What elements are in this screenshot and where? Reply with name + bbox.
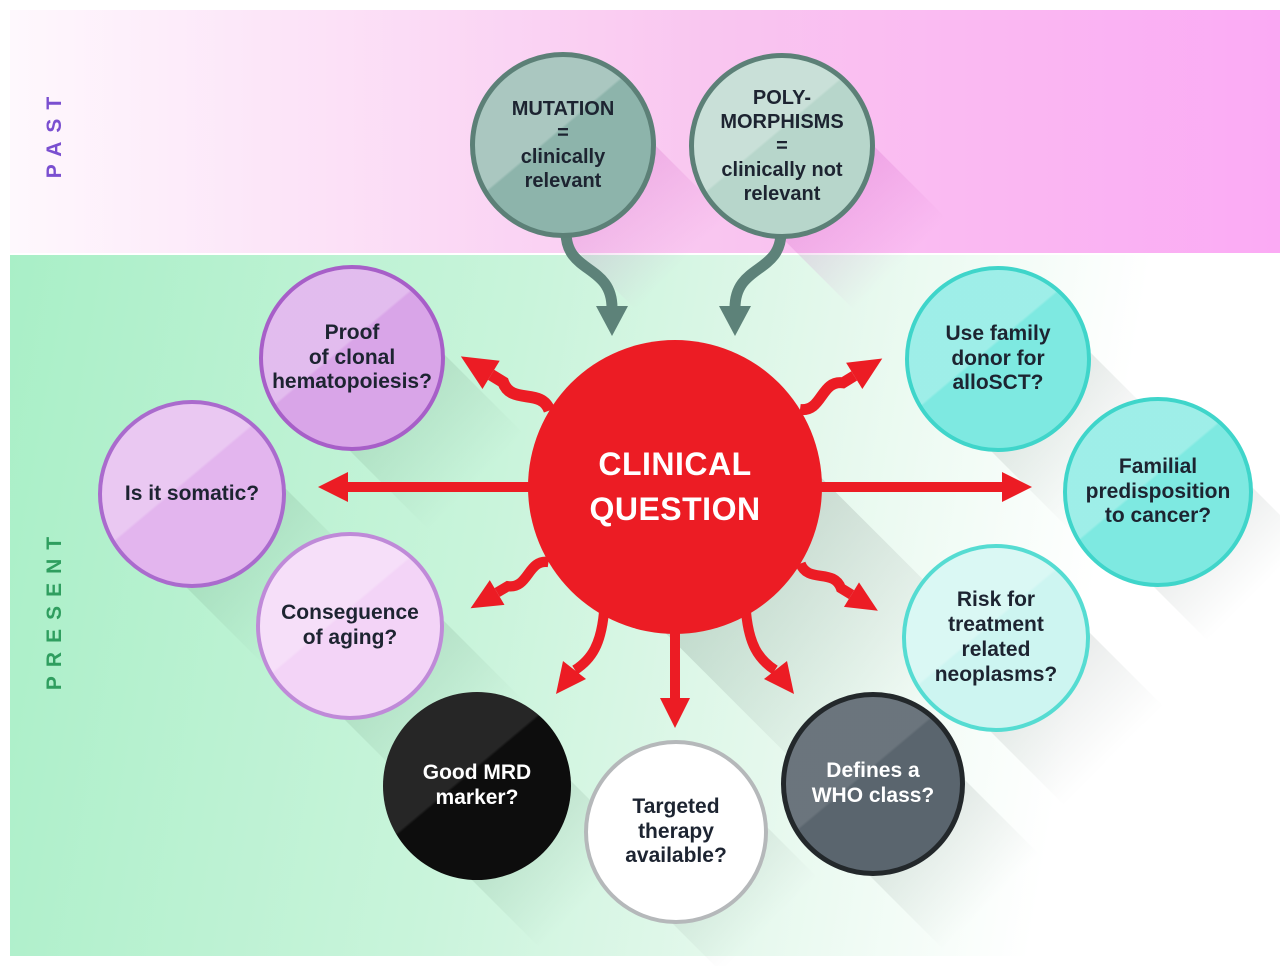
past-section-label: PAST (43, 87, 66, 179)
bubble-aging-text: Conseguence of aging? (281, 601, 419, 649)
bubble-polymorphisms-text: POLY- MORPHISMS = clinically not relevan… (720, 87, 844, 205)
bubble-treatment-neoplasms: Risk for treatment related neoplasms? (902, 544, 1090, 732)
bubble-polymorphisms: POLY- MORPHISMS = clinically not relevan… (689, 53, 875, 239)
bubble-mrd-marker-text: Good MRD marker? (422, 761, 532, 809)
bubble-who-class: Defines a WHO class? (781, 692, 965, 876)
bubble-proof-clonal-text: Proof of clonal hematopoiesis? (272, 320, 432, 394)
present-section-label: PRESENT (43, 527, 66, 691)
bubble-targeted-therapy-text: Targeted therapy available? (625, 794, 727, 868)
bubble-targeted-therapy: Targeted therapy available? (584, 740, 768, 924)
bubble-familial-predisposition: Familial predisposition to cancer? (1063, 397, 1253, 587)
bubble-mutation: MUTATION = clinically relevant (470, 52, 656, 238)
bubble-who-class-text: Defines a WHO class? (811, 759, 935, 807)
bubble-allosct-text: Use family donor for alloSCT? (945, 321, 1051, 395)
clinical-question-circle: CLINICAL QUESTION (528, 340, 822, 634)
bubble-proof-clonal: Proof of clonal hematopoiesis? (259, 265, 445, 451)
bubble-somatic-text: Is it somatic? (124, 481, 260, 505)
bubble-familial-predisposition-text: Familial predisposition to cancer? (1085, 454, 1231, 528)
bubble-allosct: Use family donor for alloSCT? (905, 266, 1091, 452)
bubble-mutation-text: MUTATION = clinically relevant (511, 98, 615, 192)
clinical-question-text: CLINICAL QUESTION (589, 446, 761, 527)
bubble-somatic: Is it somatic? (98, 400, 286, 588)
bubble-mrd-marker: Good MRD marker? (383, 692, 571, 880)
bubble-aging: Conseguence of aging? (256, 532, 444, 720)
bubble-treatment-neoplasms-text: Risk for treatment related neoplasms? (934, 588, 1058, 686)
